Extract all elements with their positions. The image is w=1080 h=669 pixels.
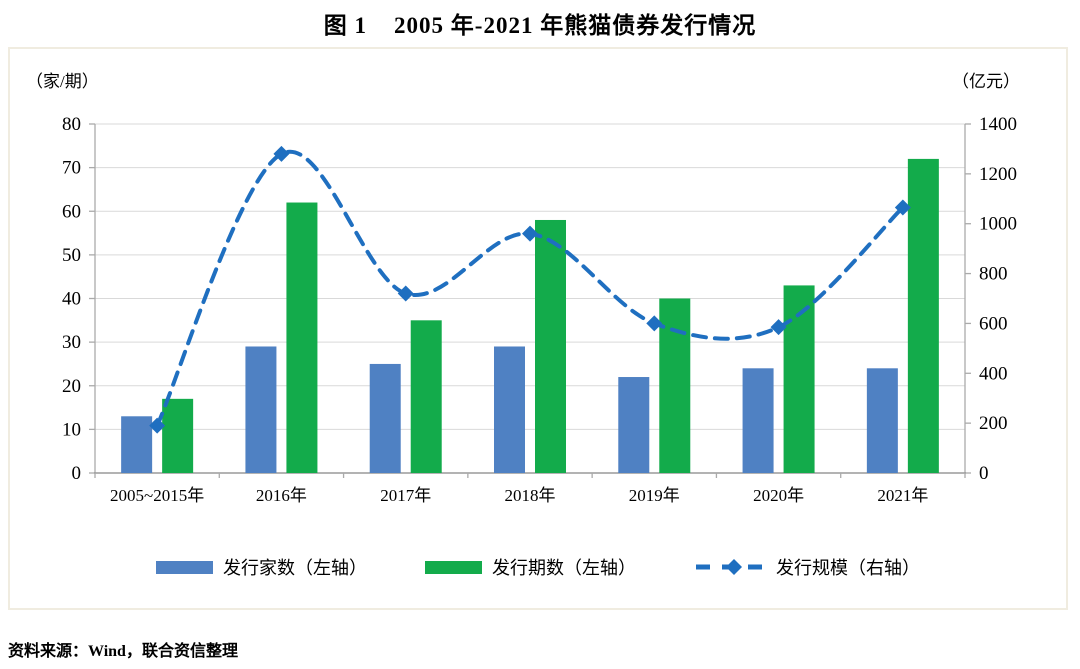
diamond-marker <box>646 315 663 332</box>
bar-issue-count <box>907 158 939 473</box>
chart-plot-area: 0102030405060708002004006008001000120014… <box>62 114 1017 505</box>
bar-issuer-count <box>494 346 525 473</box>
bar-issue-count <box>162 398 194 473</box>
y-axis-label-left: 50 <box>62 245 81 266</box>
diamond-marker <box>149 417 166 434</box>
legend-item-1: 发行期数（左轴） <box>425 554 636 580</box>
y-axis-label-right: 1000 <box>979 214 1017 235</box>
y-axis-label-left: 10 <box>62 419 81 440</box>
y-axis-label-right: 1200 <box>979 164 1017 185</box>
bar-issuer-count <box>121 416 153 473</box>
bar-issuer-count <box>742 368 774 473</box>
y-axis-label-right: 1400 <box>979 114 1017 135</box>
bar-issuer-count <box>618 377 650 473</box>
y-axis-label-right: 800 <box>979 264 1008 285</box>
diamond-marker <box>770 319 787 336</box>
x-axis-label: 2019年 <box>629 486 680 505</box>
legend-label: 发行期数（左轴） <box>492 558 636 578</box>
y-axis-label-left: 70 <box>62 158 81 179</box>
y-axis-label-right: 0 <box>979 463 989 484</box>
legend-bar-swatch <box>156 560 213 574</box>
legend-label: 发行家数（左轴） <box>223 558 367 578</box>
y-axis-label-left: 60 <box>62 201 81 222</box>
legend-label: 发行规模（右轴） <box>776 558 920 578</box>
diamond-marker <box>397 285 414 302</box>
y-axis-label-left: 80 <box>62 114 81 135</box>
y-axis-label-left: 30 <box>62 332 81 353</box>
left-axis-unit-label: （家/期） <box>26 72 99 91</box>
legend-item-2: 发行规模（右轴） <box>694 554 920 580</box>
figure-title: 图 1 2005 年-2021 年熊猫债券发行情况 <box>323 13 757 38</box>
x-axis-label: 2018年 <box>505 486 556 505</box>
y-axis-label-right: 400 <box>979 363 1008 384</box>
bar-issuer-count <box>245 346 277 473</box>
right-axis-unit-label: （亿元） <box>952 72 1020 91</box>
source-note: 资料来源：Wind，联合资信整理 <box>8 643 238 660</box>
x-axis-label: 2016年 <box>256 486 307 505</box>
bar-issue-count <box>286 202 318 473</box>
bar-issue-count <box>410 320 442 473</box>
chart-legend: 发行家数（左轴） 发行期数（左轴） 发行规模（右轴） <box>10 554 1066 580</box>
x-axis-label: 2017年 <box>380 486 431 505</box>
bar-issuer-count <box>866 368 898 473</box>
legend-item-0: 发行家数（左轴） <box>156 554 367 580</box>
diamond-marker <box>894 199 911 216</box>
legend-bar-swatch <box>425 560 482 574</box>
bar-issue-count <box>535 219 566 473</box>
x-axis-label: 2020年 <box>753 486 804 505</box>
diamond-marker <box>522 225 538 242</box>
y-axis-label-right: 600 <box>979 313 1008 334</box>
x-axis-label: 2005~2015年 <box>110 486 204 505</box>
y-axis-label-left: 40 <box>62 289 81 310</box>
y-axis-label-right: 200 <box>979 413 1008 434</box>
y-axis-label-left: 20 <box>62 376 81 397</box>
bar-issue-count <box>659 298 691 473</box>
bar-issuer-count <box>369 363 401 473</box>
diamond-marker <box>273 145 290 162</box>
x-axis-label: 2021年 <box>877 486 928 505</box>
chart-frame: （家/期） （亿元） 0 10 20 30 40 50 60 70 80 0 200 400 600 80… <box>8 47 1068 610</box>
legend-dashed-line-diamond-icon <box>696 559 764 575</box>
y-axis-label-left: 0 <box>72 463 82 484</box>
